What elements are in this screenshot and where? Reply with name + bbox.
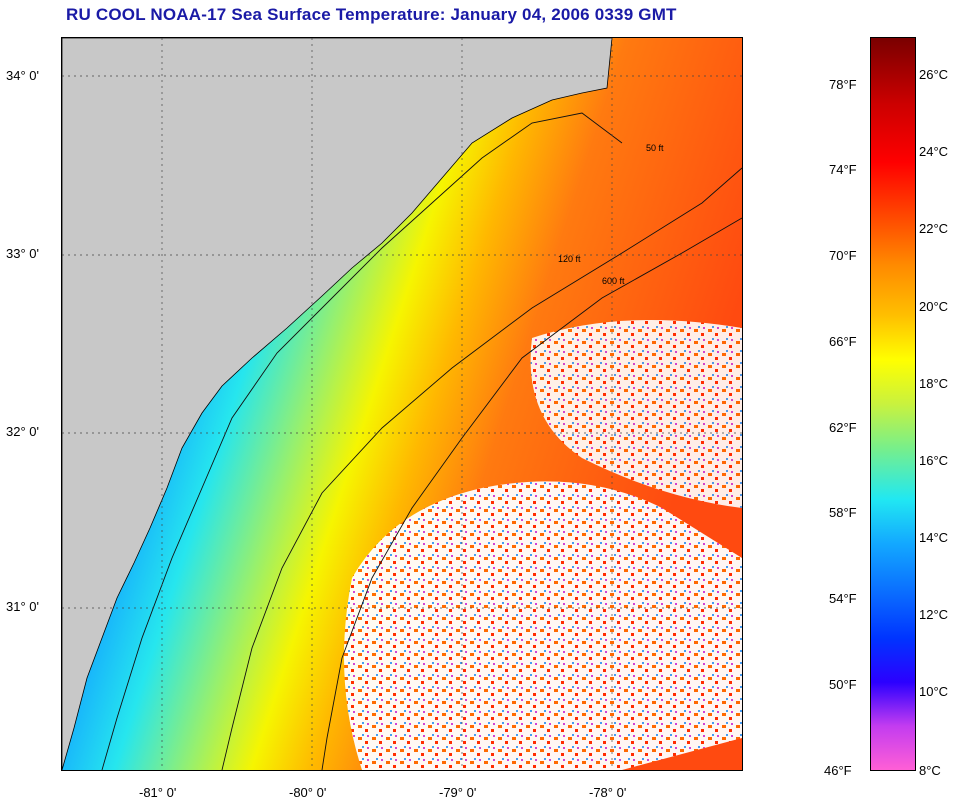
colorbar-c-8: 8°C [919, 763, 941, 778]
lat-label-31: 31° 0' [6, 599, 39, 614]
colorbar-f-50: 50°F [829, 677, 857, 692]
contour-label-120ft: 120 ft [558, 254, 581, 264]
colorbar-c-26: 26°C [919, 67, 949, 82]
contour-label-50ft: 50 ft [646, 143, 664, 153]
lon-label-81: -81° 0' [139, 785, 177, 800]
sst-map-image: 50 ft 120 ft 600 ft [62, 38, 742, 770]
cloud-region-south [344, 481, 742, 770]
colorbar-f-54: 54°F [829, 591, 857, 606]
lon-label-79: -79° 0' [439, 785, 477, 800]
colorbar-c-14: 14°C [919, 530, 949, 545]
colorbar-f-78: 78°F [829, 77, 857, 92]
colorbar-c-22: 22°C [919, 221, 949, 236]
colorbar-f-70: 70°F [829, 248, 857, 263]
colorbar-c-20: 20°C [919, 299, 949, 314]
colorbar-c-12: 12°C [919, 607, 949, 622]
lat-label-32: 32° 0' [6, 424, 39, 439]
contour-50ft [101, 112, 623, 770]
colorbar-c-18: 18°C [919, 376, 949, 391]
depth-contours [101, 112, 742, 770]
colorbar-f-74: 74°F [829, 162, 857, 177]
sst-map: 50 ft 120 ft 600 ft [61, 37, 743, 771]
colorbar-f-46: 46°F [824, 763, 852, 778]
contour-120ft [221, 167, 742, 770]
colorbar-c-10: 10°C [919, 684, 949, 699]
colorbar-f-58: 58°F [829, 505, 857, 520]
colorbar-f-62: 62°F [829, 420, 857, 435]
cloud-region-east [530, 320, 742, 508]
lon-label-78: -78° 0' [589, 785, 627, 800]
contour-label-600ft: 600 ft [602, 276, 625, 286]
graticule [62, 38, 742, 770]
temperature-colorbar [870, 37, 916, 771]
lon-label-80: -80° 0' [289, 785, 327, 800]
colorbar-f-66: 66°F [829, 334, 857, 349]
land-mass [62, 38, 613, 770]
map-title: RU COOL NOAA-17 Sea Surface Temperature:… [66, 5, 677, 24]
colorbar-c-24: 24°C [919, 144, 949, 159]
lat-label-34: 34° 0' [6, 68, 39, 83]
lat-label-33: 33° 0' [6, 246, 39, 261]
colorbar-c-16: 16°C [919, 453, 949, 468]
contour-600ft [321, 217, 742, 770]
